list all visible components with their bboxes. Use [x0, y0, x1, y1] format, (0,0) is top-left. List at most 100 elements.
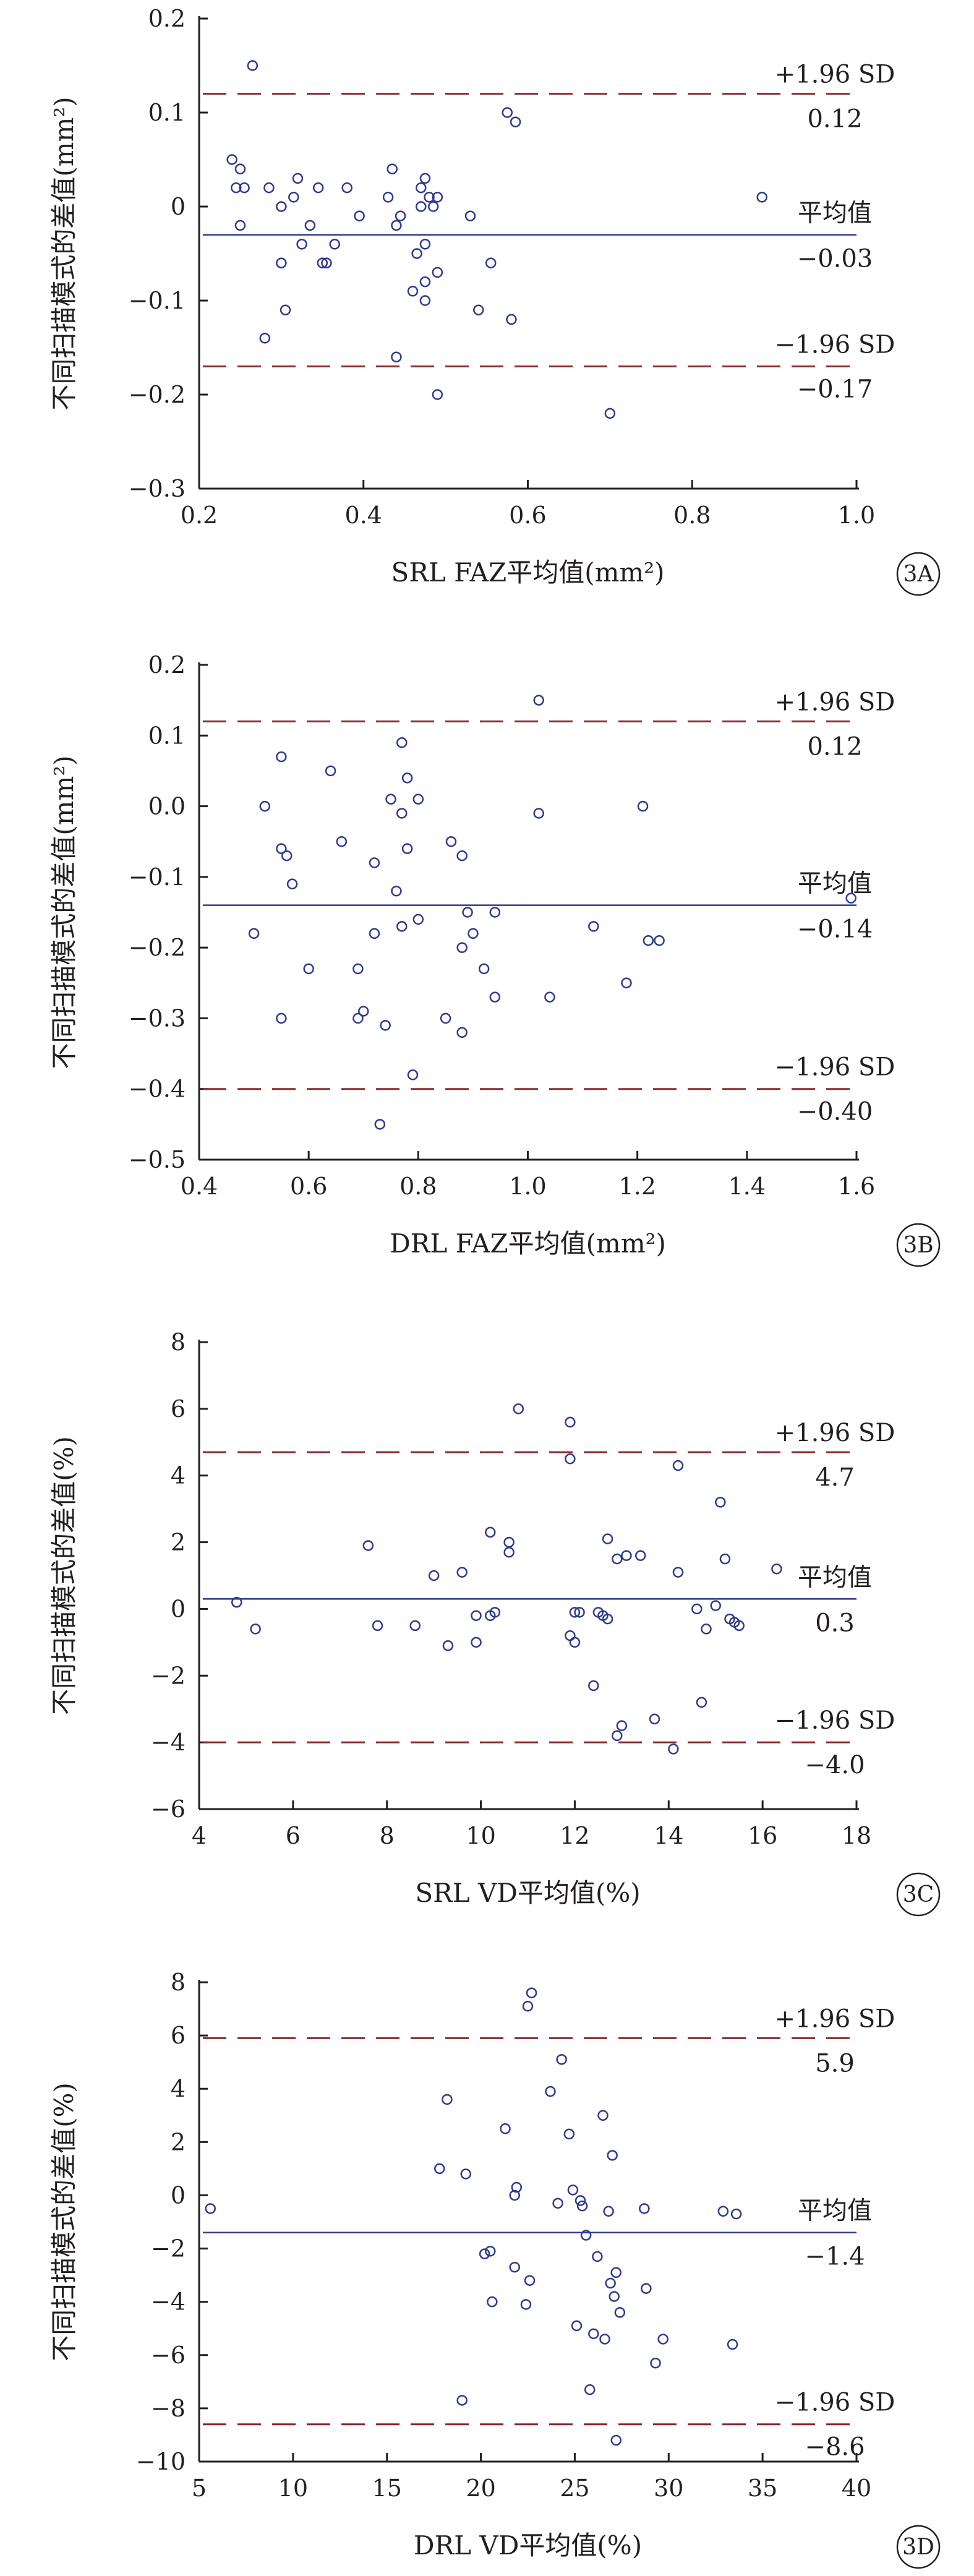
data-point: [607, 2150, 618, 2161]
data-point: [522, 2001, 534, 2012]
data-point: [427, 201, 439, 212]
data-point: [396, 921, 408, 932]
data-point: [730, 2208, 742, 2220]
data-point: [248, 928, 260, 939]
lower-limit-value: −8.6: [805, 2433, 865, 2462]
data-point: [303, 963, 314, 975]
lower-limit-label: −1.96 SD: [775, 1053, 895, 1082]
data-point: [649, 1713, 660, 1725]
y-tick-label: −0.3: [129, 475, 186, 502]
x-tick-label: 15: [372, 2475, 402, 2502]
y-tick-label: 2: [171, 2128, 186, 2155]
y-axis-title: 不同扫描模式的差值(mm²): [49, 755, 79, 1069]
data-point: [401, 843, 413, 854]
mean-label: 平均值: [798, 870, 872, 898]
data-point: [419, 276, 431, 288]
data-point: [419, 239, 431, 250]
data-point: [574, 1607, 585, 1618]
y-tick-label: 4: [171, 1462, 186, 1489]
data-point: [226, 154, 237, 165]
x-tick-label: 1.6: [838, 1173, 875, 1200]
data-point: [485, 2246, 496, 2257]
data-point: [456, 942, 468, 953]
lower-limit-value: −0.40: [797, 1098, 873, 1126]
data-point: [588, 2328, 599, 2340]
y-tick-label: −8: [151, 2395, 186, 2422]
data-point: [733, 1620, 745, 1632]
data-point: [637, 800, 649, 812]
data-point: [280, 304, 291, 315]
data-point: [719, 1553, 731, 1565]
data-point: [234, 220, 246, 231]
data-point: [247, 60, 258, 71]
x-tick-label: 6: [286, 1822, 301, 1849]
data-point: [401, 772, 413, 784]
x-tick-label: 0.6: [509, 502, 546, 529]
y-tick-label: −0.1: [129, 287, 186, 314]
data-point: [489, 1607, 501, 1618]
data-point: [276, 1012, 287, 1024]
data-point: [276, 257, 287, 268]
data-point: [510, 116, 521, 127]
data-point: [710, 1600, 721, 1611]
data-point: [672, 1567, 684, 1578]
x-tick-label: 1.0: [509, 1173, 546, 1200]
data-point: [533, 808, 544, 819]
data-point: [263, 182, 275, 194]
y-tick-label: −0.3: [129, 1004, 186, 1032]
lower-limit-value: −0.17: [797, 375, 873, 403]
data-point: [509, 2261, 520, 2273]
data-point: [654, 935, 665, 946]
upper-limit-label: +1.96 SD: [775, 688, 895, 716]
data-point: [374, 1119, 386, 1130]
y-tick-label: 0.1: [148, 99, 186, 126]
mean-value: −0.03: [797, 245, 873, 273]
upper-limit-value: 0.12: [807, 732, 862, 761]
data-point: [440, 1012, 451, 1024]
lower-limit-value: −4.0: [805, 1751, 865, 1779]
y-tick-label: 0.2: [148, 651, 186, 678]
data-point: [599, 2334, 610, 2345]
data-point: [412, 914, 424, 925]
data-point: [395, 210, 406, 221]
data-point: [544, 991, 555, 1003]
data-point: [362, 1540, 374, 1551]
data-point: [563, 2128, 575, 2140]
data-point: [387, 163, 398, 174]
y-tick-label: 4: [171, 2075, 186, 2102]
data-point: [584, 2384, 596, 2395]
data-point: [231, 1596, 242, 1608]
data-point: [432, 192, 443, 203]
x-tick-label: 0.2: [181, 502, 218, 529]
data-point: [462, 907, 473, 918]
data-point: [296, 239, 307, 250]
data-point: [603, 2206, 614, 2217]
data-point: [276, 751, 287, 763]
x-tick-label: 0.8: [673, 502, 711, 529]
data-point: [657, 2334, 669, 2345]
x-tick-label: 8: [380, 1822, 395, 1849]
data-point: [424, 192, 435, 203]
data-point: [575, 2195, 586, 2206]
data-point: [288, 192, 299, 203]
panel-badge-circle: [896, 1872, 941, 1917]
data-point: [396, 737, 408, 748]
data-point: [567, 2184, 579, 2196]
y-tick-label: 0: [171, 1595, 186, 1622]
x-tick-label: 16: [748, 1822, 777, 1849]
x-tick-label: 4: [192, 1822, 207, 1849]
x-tick-label: 30: [654, 2475, 683, 2502]
y-tick-label: −0.5: [129, 1146, 186, 1173]
data-point: [434, 2163, 445, 2175]
data-point: [396, 808, 408, 819]
lower-limit-label: −1.96 SD: [775, 330, 895, 359]
x-tick-label: 35: [748, 2475, 777, 2502]
data-point: [609, 2291, 620, 2302]
data-point: [503, 1547, 515, 1558]
lower-limit-label: −1.96 SD: [775, 1706, 895, 1735]
x-tick-label: 0.8: [399, 1173, 437, 1200]
data-point: [292, 173, 304, 184]
data-point: [456, 850, 468, 862]
data-point: [526, 1987, 537, 1998]
data-point: [409, 1620, 421, 1632]
